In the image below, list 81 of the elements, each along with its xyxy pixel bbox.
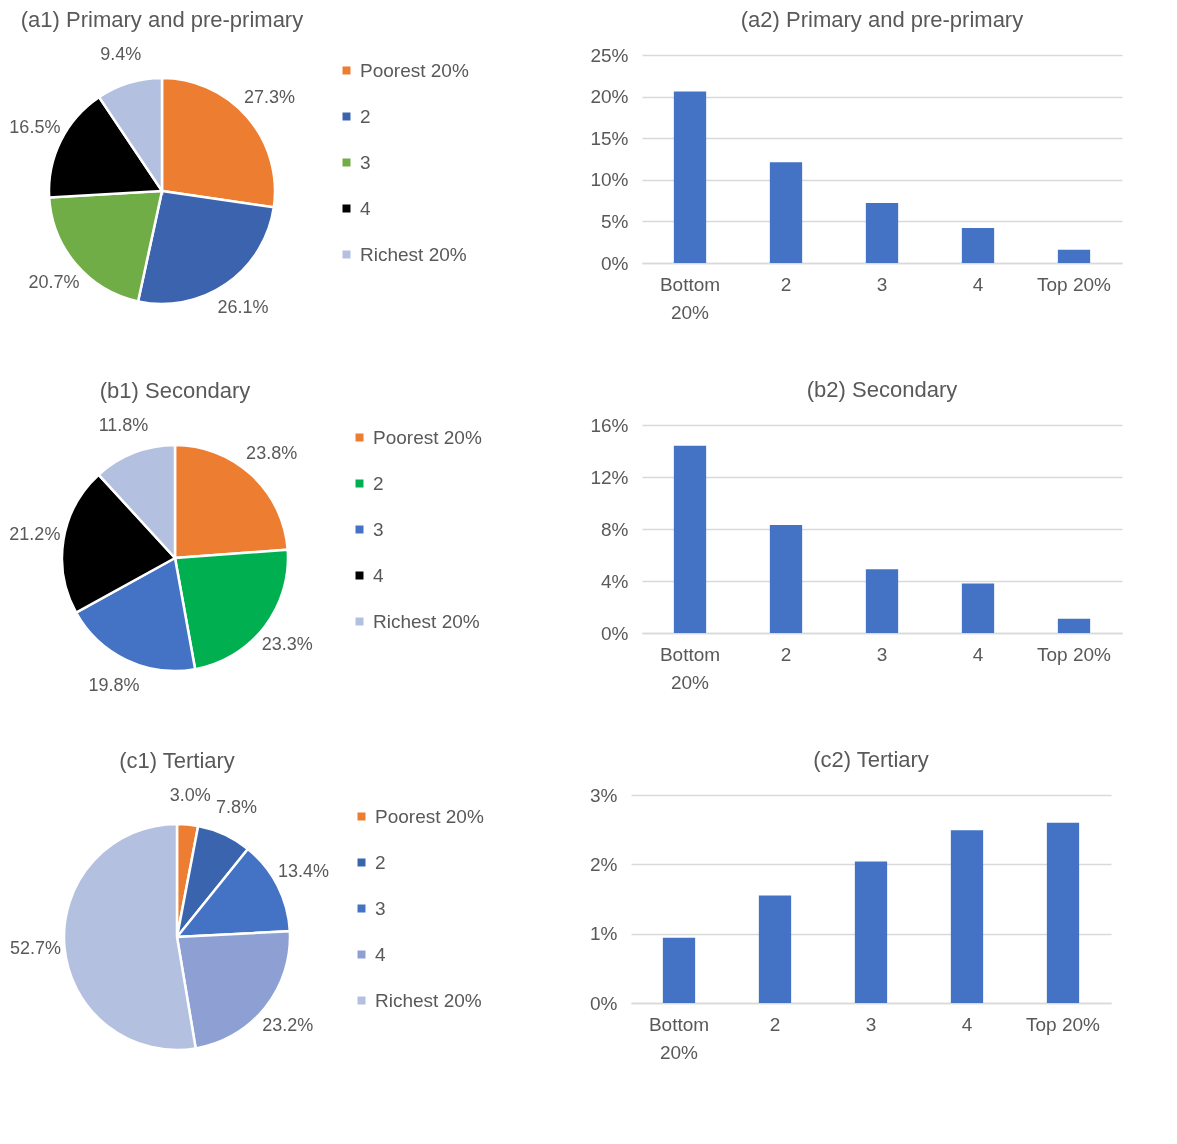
legend-label: 4 <box>373 564 384 586</box>
x-tick-label: 2 <box>780 273 792 295</box>
data-label: 20.7% <box>28 272 80 293</box>
x-tick-label: 2 <box>769 1013 781 1035</box>
bar <box>673 91 707 263</box>
y-tick-label: 0% <box>601 252 629 274</box>
y-tick-label: 0% <box>590 992 618 1014</box>
data-label: 23.2% <box>262 1014 314 1035</box>
bar <box>769 162 803 263</box>
x-tick-label: Top 20% <box>1037 273 1112 295</box>
legend-label: 2 <box>375 851 386 873</box>
data-label: 9.4% <box>100 44 142 65</box>
x-tick-label: 3 <box>876 273 888 295</box>
y-tick-label: 2% <box>590 853 618 875</box>
bar <box>769 525 803 633</box>
y-tick-label: 3% <box>590 784 618 806</box>
bar <box>854 861 888 1003</box>
x-tick-label: 4 <box>972 273 984 295</box>
chart-title: (c2) Tertiary <box>813 747 929 772</box>
data-label: 7.8% <box>216 797 258 818</box>
x-tick-label: 4 <box>961 1013 973 1035</box>
legend-label: Poorest 20% <box>375 805 484 827</box>
legend-label: 4 <box>375 943 386 965</box>
x-tick-label: 4 <box>972 643 984 665</box>
y-tick-label: 15% <box>590 127 629 149</box>
data-label: 52.7% <box>9 937 62 958</box>
y-tick-label: 1% <box>590 923 618 945</box>
x-tick-label: 3 <box>865 1013 877 1035</box>
chart-title: (a1) Primary and pre-primary <box>20 7 304 33</box>
x-tick-label: 3 <box>876 643 888 665</box>
x-tick-label: Bottom 20% <box>648 1013 710 1063</box>
legend-label: 3 <box>360 151 371 173</box>
y-tick-label: 5% <box>601 210 629 232</box>
data-label: 16.5% <box>9 116 61 137</box>
data-label: 13.4% <box>277 861 329 882</box>
bar <box>673 445 707 633</box>
bar <box>865 569 899 633</box>
legend-label: 2 <box>360 105 371 127</box>
bar <box>662 937 696 1003</box>
legend-label: Richest 20% <box>375 989 482 1011</box>
legend-label: 4 <box>360 197 371 219</box>
x-tick-label: 2 <box>780 643 792 665</box>
legend-label: 3 <box>373 518 384 540</box>
y-tick-label: 0% <box>601 622 629 644</box>
legend-label: Poorest 20% <box>373 426 482 448</box>
data-label: 26.1% <box>217 296 269 317</box>
chart-title: (b2) Secondary <box>806 377 958 402</box>
legend-label: Poorest 20% <box>360 59 469 81</box>
data-label: 19.8% <box>88 675 140 696</box>
y-tick-label: 16% <box>590 414 629 436</box>
data-label: 3.0% <box>169 784 211 805</box>
y-tick-label: 12% <box>590 466 629 488</box>
data-label: 27.3% <box>243 87 295 108</box>
data-label: 11.8% <box>98 414 149 435</box>
legend-label: Richest 20% <box>373 610 480 632</box>
chart-title: (c1) Tertiary <box>119 747 235 773</box>
chart-title: (b1) Secondary <box>99 377 251 403</box>
x-tick-label: Top 20% <box>1037 643 1112 665</box>
x-tick-label: Bottom 20% <box>659 643 721 693</box>
legend-label: Richest 20% <box>360 243 467 265</box>
bar <box>961 583 995 633</box>
data-label: 21.2% <box>9 524 61 545</box>
bar <box>1057 618 1091 633</box>
y-tick-label: 25% <box>590 44 629 66</box>
data-label: 23.3% <box>261 633 313 654</box>
data-label: 23.8% <box>246 442 298 463</box>
bar <box>950 830 984 1003</box>
x-tick-label: Bottom 20% <box>659 273 721 323</box>
bar <box>758 895 792 1003</box>
legend-label: 2 <box>373 472 384 494</box>
y-tick-label: 20% <box>590 86 629 108</box>
bar <box>961 228 995 263</box>
y-tick-label: 8% <box>601 518 629 540</box>
chart-title: (a2) Primary and pre-primary <box>740 7 1024 32</box>
bar <box>1057 249 1091 263</box>
bar <box>865 203 899 263</box>
y-tick-label: 10% <box>590 169 629 191</box>
bar <box>1046 822 1080 1003</box>
y-tick-label: 4% <box>601 570 629 592</box>
legend-label: 3 <box>375 897 386 919</box>
x-tick-label: Top 20% <box>1026 1013 1101 1035</box>
